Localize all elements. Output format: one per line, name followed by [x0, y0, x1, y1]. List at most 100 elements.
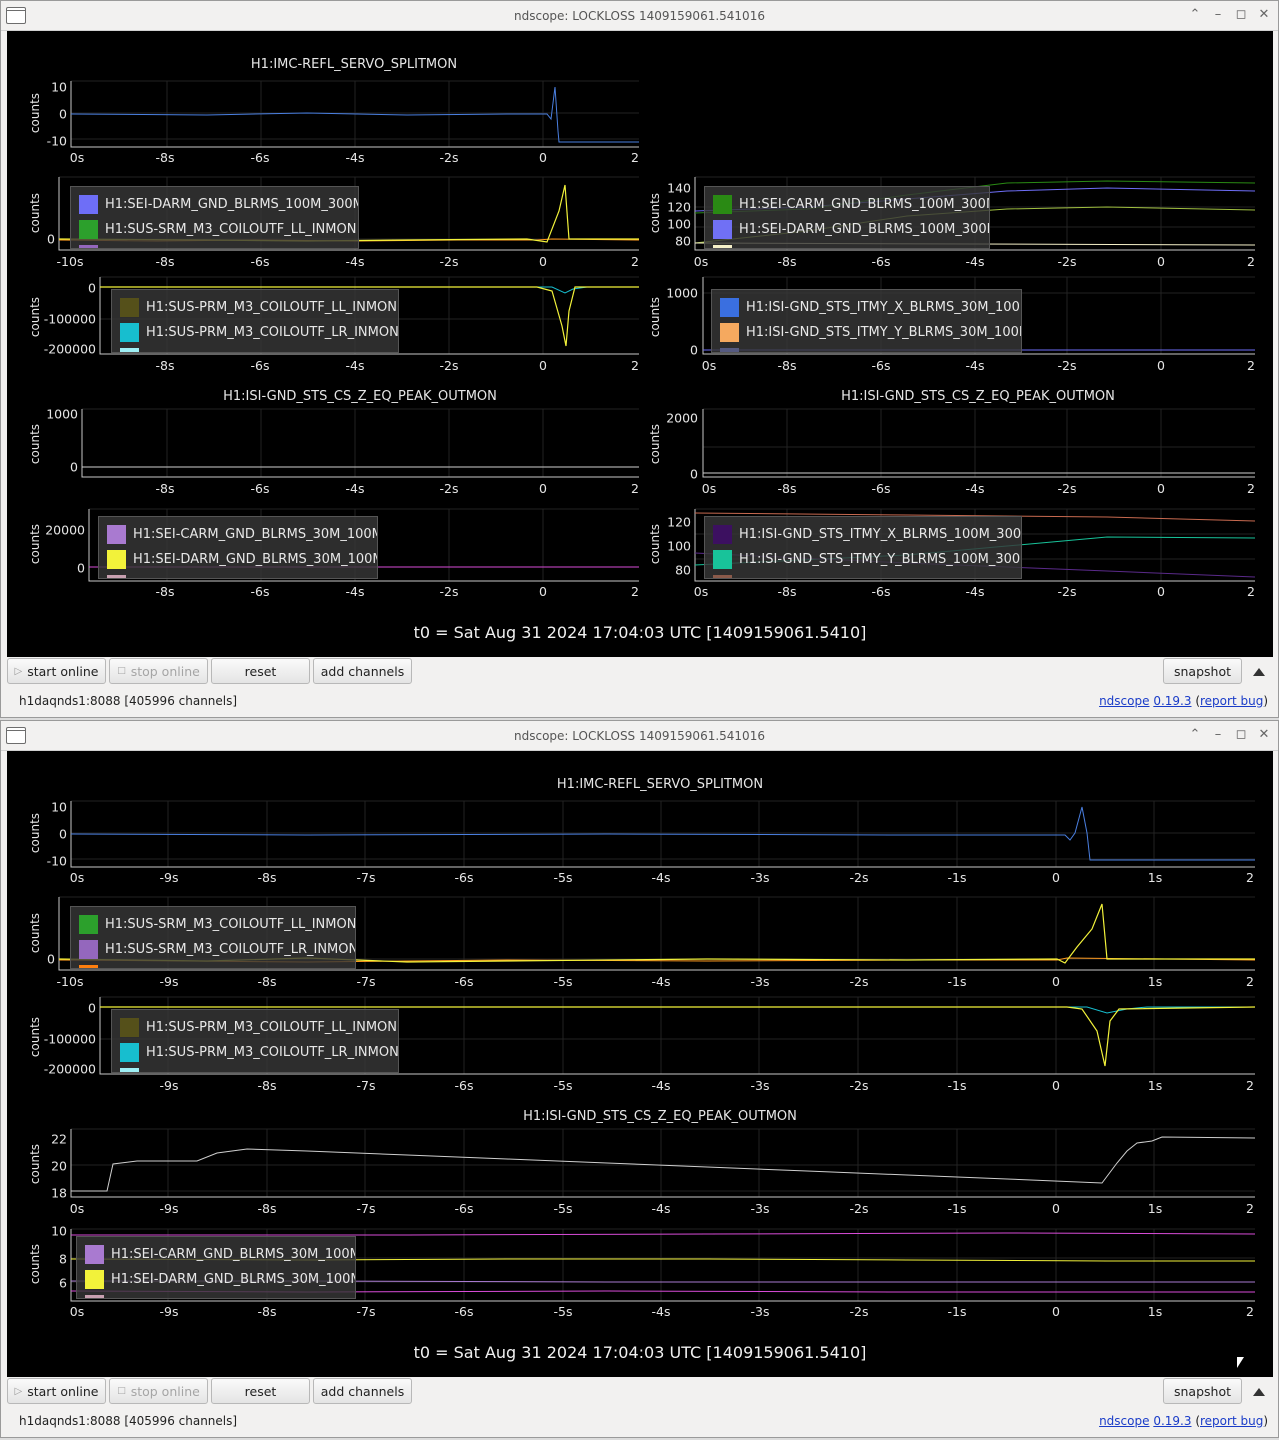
x-tick: -3s: [750, 1078, 770, 1093]
legend-item[interactable]: H1:SUS-PRM_M3_COILOUTF_LR_INMON: [120, 1042, 398, 1062]
legend-item[interactable]: H1:SEI-CARM_GND_BLRMS_100M_300M: [713, 194, 989, 214]
legend-swatch: [120, 347, 139, 352]
legend-item[interactable]: [85, 1294, 111, 1298]
play-icon: ▷: [14, 1385, 23, 1397]
legend-item[interactable]: H1:SEI-DARM_GND_BLRMS_100M_300M: [79, 194, 358, 214]
legend-swatch: [79, 219, 98, 239]
maximize-icon[interactable]: ◻: [1235, 7, 1247, 22]
legend-label: H1:ISI-GND_STS_ITMY_Y_BLRMS_30M_100M: [746, 324, 1022, 340]
legend-item[interactable]: H1:SEI-DARM_GND_BLRMS_30M_100M: [85, 1269, 355, 1289]
expand-arrow-icon[interactable]: [1253, 668, 1265, 676]
plot-legend[interactable]: H1:SEI-CARM_GND_BLRMS_30M_100M H1:SEI-DA…: [76, 1236, 356, 1299]
legend-swatch: [720, 347, 739, 352]
legend-item[interactable]: [79, 244, 105, 248]
legend-label: H1:SEI-DARM_GND_BLRMS_100M_300M: [739, 221, 990, 237]
legend-item[interactable]: [713, 244, 739, 248]
legend-item[interactable]: H1:SEI-CARM_GND_BLRMS_30M_100M: [107, 524, 378, 544]
legend-item[interactable]: H1:SEI-DARM_GND_BLRMS_100M_300M: [713, 219, 990, 239]
legend-item[interactable]: H1:SUS-PRM_M3_COILOUTF_LL_INMON: [120, 297, 397, 317]
legend-item[interactable]: H1:SUS-SRM_M3_COILOUTF_LL_INMON: [79, 219, 356, 239]
x-tick: 0s: [69, 150, 85, 165]
chevron-up-icon[interactable]: ⌃: [1189, 7, 1201, 22]
add-channels-button[interactable]: add channels: [313, 658, 412, 684]
legend-item[interactable]: [120, 1067, 146, 1072]
ndscope-link[interactable]: ndscope: [1099, 694, 1150, 708]
button-label: stop online: [130, 663, 200, 679]
legend-item[interactable]: H1:SUS-SRM_M3_COILOUTF_LL_INMON: [79, 914, 355, 934]
x-tick: -4s: [345, 584, 365, 599]
x-tick: -2s: [849, 1304, 869, 1319]
x-tick: 0s: [69, 1201, 85, 1216]
x-tick: 0: [539, 584, 547, 599]
add-channels-button[interactable]: add channels: [313, 1378, 412, 1404]
x-tick: -7s: [356, 870, 376, 885]
x-tick: -8s: [777, 254, 797, 269]
close-icon[interactable]: ✕: [1258, 7, 1270, 22]
plot-legend[interactable]: H1:SEI-CARM_GND_BLRMS_100M_300M H1:SEI-D…: [704, 186, 990, 249]
plot-legend[interactable]: H1:SUS-PRM_M3_COILOUTF_LL_INMON H1:SUS-P…: [111, 289, 399, 353]
plot-legend[interactable]: H1:ISI-GND_STS_ITMY_X_BLRMS_100M_300M H1…: [704, 516, 1022, 579]
snapshot-button[interactable]: snapshot: [1163, 1378, 1242, 1404]
legend-item[interactable]: [79, 964, 105, 968]
plot-canvas[interactable]: H1:IMC-REFL_SERVO_SPLITMON counts 10 0 -…: [7, 31, 1273, 657]
plot-legend[interactable]: H1:SUS-SRM_M3_COILOUTF_LL_INMON H1:SUS-S…: [70, 906, 356, 969]
legend-item[interactable]: H1:SEI-DARM_GND_BLRMS_30M_100M: [107, 549, 377, 569]
y-tick: 120: [667, 514, 691, 530]
report-bug-link[interactable]: report bug: [1200, 694, 1264, 708]
window-titlebar[interactable]: ndscope: LOCKLOSS 1409159061.541016 ⌃ – …: [1, 1, 1278, 31]
legend-swatch: [79, 914, 98, 934]
y-tick: -200000: [43, 341, 96, 357]
plot-canvas[interactable]: H1:IMC-REFL_SERVO_SPLITMON counts 10 0 -…: [7, 751, 1273, 1377]
window-titlebar[interactable]: ndscope: LOCKLOSS 1409159061.541016 ⌃ – …: [1, 721, 1278, 751]
x-tick: -2s: [439, 254, 459, 269]
plot-legend[interactable]: H1:SEI-CARM_GND_BLRMS_30M_100M H1:SEI-DA…: [98, 516, 378, 579]
plot-legend[interactable]: H1:SUS-PRM_M3_COILOUTF_LL_INMON H1:SUS-P…: [111, 1009, 399, 1073]
minimize-icon[interactable]: –: [1214, 727, 1222, 742]
legend-label: H1:SEI-CARM_GND_BLRMS_30M_100M: [133, 526, 378, 542]
x-tick: -7s: [356, 1304, 376, 1319]
x-tick: 2: [1247, 254, 1255, 269]
legend-item[interactable]: H1:ISI-GND_STS_ITMY_X_BLRMS_100M_300M: [713, 524, 1022, 544]
reset-button[interactable]: reset: [211, 658, 310, 684]
x-tick: 2: [1246, 870, 1254, 885]
x-tick: -9s: [159, 974, 179, 989]
minimize-icon[interactable]: –: [1214, 7, 1222, 22]
x-tick: 0s: [693, 584, 709, 599]
chevron-up-icon[interactable]: ⌃: [1189, 727, 1201, 742]
maximize-icon[interactable]: ◻: [1235, 727, 1247, 742]
legend-item[interactable]: H1:ISI-GND_STS_ITMY_Y_BLRMS_100M_300M: [713, 549, 1021, 569]
x-tick: 0: [1052, 1304, 1060, 1319]
snapshot-button[interactable]: snapshot: [1163, 658, 1242, 684]
ndscope-link[interactable]: ndscope: [1099, 1414, 1150, 1428]
legend-item[interactable]: H1:SUS-SRM_M3_COILOUTF_LR_INMON: [79, 939, 355, 959]
legend-label: H1:ISI-GND_STS_ITMY_X_BLRMS_100M_300M: [739, 526, 1022, 542]
reset-button[interactable]: reset: [211, 1378, 310, 1404]
stop-online-button[interactable]: □ stop online: [109, 1378, 208, 1404]
legend-item[interactable]: [713, 574, 739, 578]
plot-legend[interactable]: H1:ISI-GND_STS_ITMY_X_BLRMS_30M_100M H1:…: [711, 289, 1022, 353]
x-tick: 0: [539, 254, 547, 269]
version-link[interactable]: 0.19.3: [1153, 694, 1192, 708]
x-tick: -8s: [257, 1304, 277, 1319]
legend-item[interactable]: H1:ISI-GND_STS_ITMY_Y_BLRMS_30M_100M: [720, 322, 1022, 342]
start-online-button[interactable]: ▷ start online: [7, 658, 106, 684]
legend-item[interactable]: H1:SUS-PRM_M3_COILOUTF_LR_INMON: [120, 322, 398, 342]
legend-item[interactable]: [120, 347, 146, 352]
x-tick: -6s: [871, 481, 891, 496]
stop-online-button[interactable]: □ stop online: [109, 658, 208, 684]
legend-item[interactable]: H1:SUS-PRM_M3_COILOUTF_LL_INMON: [120, 1017, 397, 1037]
plot-legend[interactable]: H1:SEI-DARM_GND_BLRMS_100M_300M H1:SUS-S…: [70, 186, 359, 249]
legend-item[interactable]: [720, 347, 746, 352]
legend-item[interactable]: [107, 574, 133, 578]
x-tick: -6s: [250, 150, 270, 165]
expand-arrow-icon[interactable]: [1253, 1388, 1265, 1396]
version-link[interactable]: 0.19.3: [1153, 1414, 1192, 1428]
plot-title: H1:ISI-GND_STS_CS_Z_EQ_PEAK_OUTMON: [523, 1109, 797, 1124]
close-icon[interactable]: ✕: [1258, 727, 1270, 742]
start-online-button[interactable]: ▷ start online: [7, 1378, 106, 1404]
legend-item[interactable]: H1:SEI-CARM_GND_BLRMS_30M_100M: [85, 1244, 355, 1264]
x-tick: 2: [631, 584, 639, 599]
report-bug-link[interactable]: report bug: [1200, 1414, 1264, 1428]
legend-item[interactable]: H1:ISI-GND_STS_ITMY_X_BLRMS_30M_100M: [720, 297, 1021, 317]
y-tick: -200000: [43, 1061, 96, 1077]
